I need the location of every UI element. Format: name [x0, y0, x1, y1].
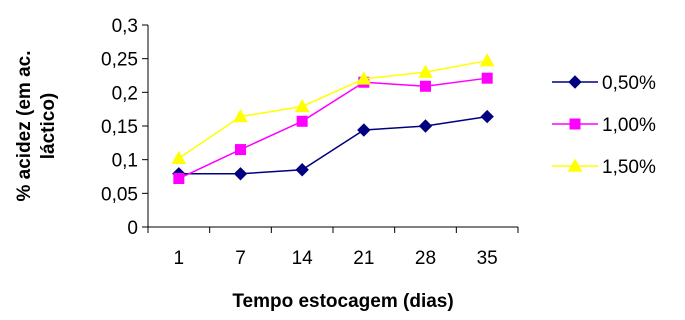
y-tick-label: 0,2 [112, 83, 138, 104]
legend-label: 1,00% [602, 115, 656, 136]
x-tick-label: 7 [235, 248, 246, 269]
series-3 [171, 53, 495, 165]
legend-item-1: 0,50% [552, 73, 656, 94]
series-1 [172, 109, 494, 181]
x-tick-label: 1 [174, 248, 185, 269]
data-point [233, 109, 248, 123]
y-tick-label: 0,25 [101, 50, 138, 71]
legend-item-3: 1,50% [552, 157, 656, 178]
chart-legend: 0,50% 1,00% 1,50% [552, 73, 656, 178]
y-tick-label: 0,3 [112, 16, 138, 37]
legend-marker [568, 75, 582, 89]
chart-series [171, 53, 495, 185]
x-tick-label: 21 [353, 248, 374, 269]
y-tick-label: 0 [127, 218, 138, 239]
data-point [295, 163, 309, 177]
legend-marker [567, 158, 583, 172]
legend-marker [569, 118, 581, 130]
y-tick-label: 0,05 [101, 184, 138, 205]
data-point [173, 173, 185, 185]
y-axis-title-line-1: % acidez (em ac. [14, 50, 35, 201]
data-point [480, 109, 494, 124]
legend-label: 0,50% [602, 73, 656, 94]
x-axis-title: Tempo estocagem (dias) [232, 291, 453, 312]
series-line [178, 77, 488, 180]
data-point [235, 144, 246, 156]
series-line [178, 59, 488, 159]
chart-axes: 0 0,05 0,1 0,15 0,2 0,25 0,3 1 7 14 21 28 35 [101, 16, 519, 269]
data-point [418, 64, 433, 78]
data-point [357, 123, 371, 137]
data-point [294, 98, 310, 113]
x-tick-label: 28 [415, 248, 436, 269]
data-point [356, 71, 372, 85]
data-point [296, 115, 308, 127]
y-tick-label: 0,1 [112, 151, 138, 172]
legend-label: 1,50% [602, 157, 656, 178]
data-point [171, 150, 187, 165]
y-axis-title-line-2: láctico) [38, 93, 59, 160]
series-line [178, 115, 488, 175]
series-2 [173, 72, 493, 185]
x-tick-label: 35 [477, 248, 498, 269]
data-point [481, 72, 493, 84]
legend-item-2: 1,00% [552, 115, 656, 136]
y-tick-label: 0,15 [101, 117, 138, 138]
x-tick-label: 14 [292, 248, 314, 269]
data-point [233, 167, 248, 181]
data-point [479, 53, 495, 67]
data-point [420, 80, 431, 92]
data-point [418, 119, 433, 133]
